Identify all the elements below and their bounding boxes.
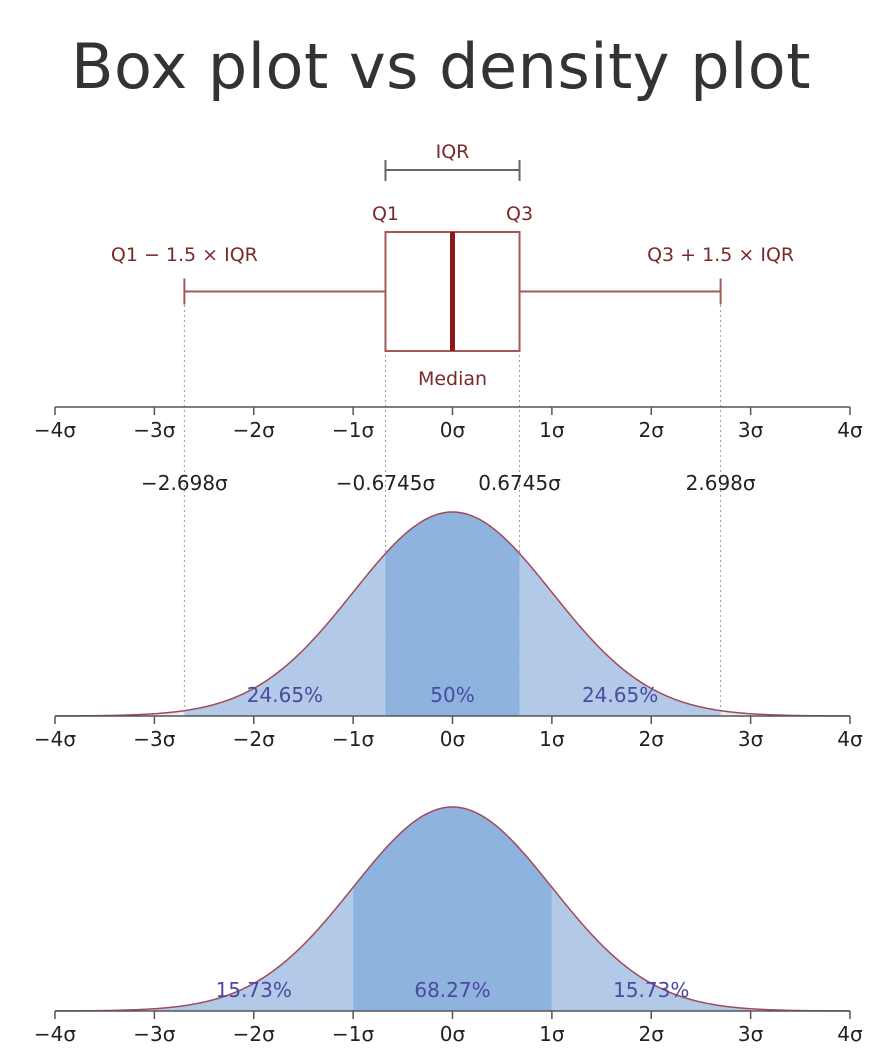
axis-tick-label: 4σ — [837, 418, 863, 442]
axis-tick-label: −3σ — [133, 727, 175, 751]
axis-tick-label: 3σ — [738, 727, 764, 751]
region-percentage-label: 68.27% — [414, 978, 490, 1002]
axis-tick-label: 3σ — [738, 418, 764, 442]
top-sigma-axis: −4σ −3σ −2σ −1σ 0σ 1σ 2σ 3σ 4σ — [34, 406, 863, 442]
q1-label: Q1 — [372, 203, 399, 225]
q3-label: Q3 — [506, 203, 533, 225]
region-percentage-label: 24.65% — [247, 683, 323, 707]
page-title: Box plot vs density plot — [70, 30, 812, 103]
density-region — [551, 887, 751, 1011]
region-percentage-label: 15.73% — [613, 978, 689, 1002]
axis-tick-label: 2σ — [639, 1022, 665, 1046]
axis-tick-label: 0σ — [440, 1022, 466, 1046]
axis-tick-label: 1σ — [539, 1022, 565, 1046]
axis-tick-label: −2σ — [233, 1022, 275, 1046]
axis-tick-label: −4σ — [34, 418, 76, 442]
density-tail-left — [55, 710, 185, 716]
box-plot: IQR Q1 Q3 Q1 − 1.5 × IQR Q3 + 1.5 × IQR … — [111, 141, 794, 390]
density-tail-right — [720, 710, 850, 716]
axis-tick-label: −1σ — [332, 418, 374, 442]
density-curve — [55, 511, 850, 717]
axis-tick-label: 4σ — [837, 727, 863, 751]
lower-whisker-label: Q1 − 1.5 × IQR — [111, 244, 258, 266]
axis-tick-label: 1σ — [539, 727, 565, 751]
axis-tick-label: 4σ — [837, 1022, 863, 1046]
median-label: Median — [418, 368, 487, 390]
axis-tick-label: −1σ — [332, 1022, 374, 1046]
density-region — [154, 887, 354, 1011]
density-region — [519, 553, 721, 716]
axis-tick-label: 2σ — [639, 418, 665, 442]
sigma-marker-label: −2.698σ — [141, 471, 228, 495]
axis-tick-label: 2σ — [639, 727, 665, 751]
axis-tick-label: −4σ — [34, 1022, 76, 1046]
region-percentage-label: 15.73% — [216, 978, 292, 1002]
axis-tick-label: −3σ — [133, 418, 175, 442]
density-curve — [55, 806, 850, 1012]
axis-tick-label: −3σ — [133, 1022, 175, 1046]
axis-tick-label: −2σ — [233, 418, 275, 442]
sigma-marker-label: −0.6745σ — [336, 471, 436, 495]
axis-tick-label: −2σ — [233, 727, 275, 751]
sigma-marker-label: 2.698σ — [686, 471, 756, 495]
density-plot-quartiles: 24.65% 50% 24.65% −4σ −3σ −2σ −1σ 0σ 1σ 2σ 3σ 4σ — [34, 511, 863, 751]
density-region — [184, 553, 386, 716]
axis-tick-label: −4σ — [34, 727, 76, 751]
axis-tick-label: 0σ — [440, 418, 466, 442]
sigma-marker-label: 0.6745σ — [478, 471, 561, 495]
region-percentage-label: 50% — [430, 683, 474, 707]
upper-whisker-label: Q3 + 1.5 × IQR — [647, 244, 794, 266]
iqr-label: IQR — [436, 141, 470, 163]
sigma-marker-labels: −2.698σ −0.6745σ 0.6745σ 2.698σ — [141, 471, 756, 495]
density-region — [353, 807, 552, 1011]
axis-tick-label: 1σ — [539, 418, 565, 442]
axis-tick-label: 0σ — [440, 727, 466, 751]
density-plot-one-sigma: 15.73% 68.27% 15.73% −4σ −3σ −2σ −1σ 0σ 1σ 2σ 3σ 4σ — [34, 806, 863, 1046]
axis-tick-label: 3σ — [738, 1022, 764, 1046]
density-region — [385, 512, 520, 716]
region-percentage-label: 24.65% — [582, 683, 658, 707]
axis-tick-label: −1σ — [332, 727, 374, 751]
